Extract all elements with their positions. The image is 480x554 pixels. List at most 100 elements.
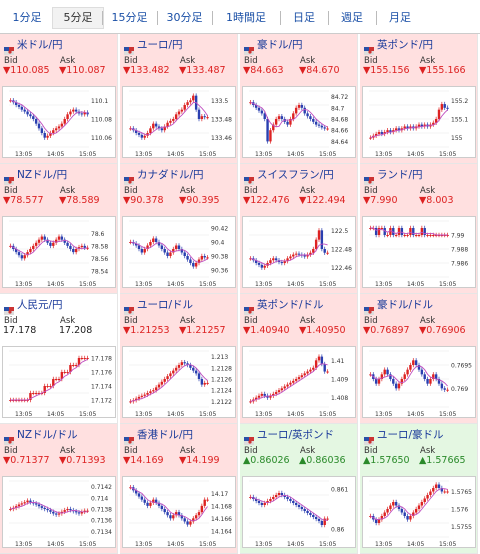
- tab-3[interactable]: 30分足: [166, 11, 203, 24]
- mini-chart[interactable]: 90.42 90.4 90.38 90.36 13:05 14:05 15:05: [122, 216, 236, 288]
- card-title[interactable]: 豪ドル/ドル: [364, 296, 434, 315]
- pair-name[interactable]: スイスフラン/円: [257, 168, 334, 181]
- mini-chart[interactable]: 110.1 110.08 110.06 13:05 14:05 15:05: [2, 86, 116, 158]
- mini-chart[interactable]: 14.17 14.168 14.166 14.164 13:05 14:05 15:05: [122, 476, 236, 548]
- pair-name[interactable]: ユーロ/英ポンド: [257, 428, 335, 441]
- card-title[interactable]: ユーロ/ドル: [124, 296, 194, 315]
- pair-name[interactable]: NZドル/ドル: [17, 428, 78, 441]
- mini-chart[interactable]: 155.2 155.1 155 13:05 14:05 15:05: [362, 86, 476, 158]
- bid-value: ▼122.476: [243, 195, 290, 206]
- pair-name[interactable]: 豪ドル/ドル: [377, 298, 434, 311]
- currency-card[interactable]: 豪ドル/ドル Bid Ask ▼0.76897 ▼0.76906 0.7695 0.769 1…: [360, 294, 478, 424]
- pair-name[interactable]: 香港ドル/円: [137, 428, 194, 441]
- mini-chart[interactable]: 17.178 17.176 17.174 17.172 13:05 14:05 15:05: [2, 346, 116, 418]
- candle-body: [69, 111, 72, 115]
- x-tick-label: 15:05: [319, 281, 336, 288]
- card-title[interactable]: 香港ドル/円: [124, 426, 194, 445]
- currency-card[interactable]: 豪ドル/円 Bid Ask ▼84.663 ▼84.670 84.72 84.7 84.68 8…: [240, 34, 358, 164]
- mini-chart[interactable]: 1.41 1.409 1.408 13:05 14:05 15:05: [242, 346, 356, 418]
- candle-body: [283, 495, 286, 497]
- card-title[interactable]: 英ポンド/ドル: [244, 296, 324, 315]
- currency-card[interactable]: ユーロ/豪ドル Bid Ask ▲1.57650 ▲1.57665 1.5765 1.576…: [360, 424, 478, 554]
- currency-card[interactable]: NZドル/円 Bid Ask ▼78.577 ▼78.589 78.6 78.58 78.56…: [0, 164, 118, 294]
- mini-chart[interactable]: 78.6 78.58 78.56 78.54 13:05 14:05 15:05: [2, 216, 116, 288]
- currency-card[interactable]: 人民元/円 Bid Ask 17.178 17.208 17.178 17.176 17.17…: [0, 294, 118, 424]
- candle-body: [80, 113, 84, 115]
- bid-label: Bid: [4, 56, 18, 66]
- candle-body: [192, 367, 195, 371]
- bid-label: Bid: [364, 56, 378, 66]
- card-title[interactable]: ランド/円: [364, 166, 423, 185]
- y-tick-label: 133.5: [211, 98, 228, 105]
- tab-2[interactable]: 15分足: [111, 11, 148, 24]
- currency-card[interactable]: ユーロ/ドル Bid Ask ▼1.21253 ▼1.21257 1.213 1.2128 1…: [120, 294, 238, 424]
- currency-card[interactable]: ユーロ/英ポンド Bid Ask ▲0.86026 ▲0.86036 0.861 0.86 1…: [240, 424, 358, 554]
- card-title[interactable]: スイスフラン/円: [244, 166, 334, 185]
- candle-body: [152, 390, 155, 392]
- mini-chart[interactable]: 122.5 122.48 122.46 13:05 14:05 15:05: [242, 216, 356, 288]
- card-title[interactable]: 英ポンド/円: [364, 36, 434, 55]
- candle-body: [409, 365, 412, 370]
- y-tick-label: 1.213: [211, 354, 228, 361]
- tab-0[interactable]: 1分足: [12, 11, 42, 24]
- candle-body: [400, 228, 404, 235]
- pair-name[interactable]: 豪ドル/円: [257, 38, 303, 51]
- candle-body: [26, 400, 29, 401]
- candle-body: [86, 247, 89, 249]
- card-title[interactable]: 米ドル/円: [4, 36, 63, 55]
- bid-label: Bid: [244, 56, 258, 66]
- mini-chart[interactable]: 7.99 7.988 7.986 13:05 14:05 15:05: [362, 216, 476, 288]
- card-title[interactable]: ユーロ/豪ドル: [364, 426, 444, 445]
- currency-card[interactable]: ランド/円 Bid Ask ▼7.990 ▼8.003 7.99 7.988 7.986 13:…: [360, 164, 478, 294]
- mini-chart[interactable]: 0.7142 0.714 0.7138 0.7136 0.7134 13:05 14:05 1…: [2, 476, 116, 548]
- card-title[interactable]: カナダドル/円: [124, 166, 204, 185]
- card-title[interactable]: 豪ドル/円: [244, 36, 303, 55]
- x-tick-label: 15:05: [79, 541, 96, 548]
- currency-card[interactable]: NZドル/ドル Bid Ask ▼0.71377 ▼0.71393 0.7142 0.714…: [0, 424, 118, 554]
- currency-card[interactable]: 英ポンド/ドル Bid Ask ▼1.40940 ▼1.40950 1.41 1.409 1.…: [240, 294, 358, 424]
- candle-body: [49, 133, 52, 136]
- tab-7[interactable]: 月足: [389, 11, 411, 24]
- candle-body: [414, 509, 418, 513]
- mini-chart[interactable]: 1.5765 1.576 1.5755 13:05 14:05 15:05: [362, 476, 476, 548]
- candle-body: [272, 124, 275, 131]
- tab-1[interactable]: 5分足: [52, 7, 104, 29]
- pair-name[interactable]: ユーロ/円: [137, 38, 183, 51]
- pair-name[interactable]: ユーロ/豪ドル: [377, 428, 444, 441]
- currency-card[interactable]: 香港ドル/円 Bid Ask ▼14.169 ▼14.199 14.17 14.168 14.…: [120, 424, 238, 554]
- candle-body: [174, 245, 178, 249]
- pair-name[interactable]: NZドル/円: [17, 168, 68, 181]
- mini-chart[interactable]: 0.7695 0.769 13:05 14:05 15:05: [362, 346, 476, 418]
- pair-name[interactable]: 英ポンド/ドル: [257, 298, 324, 311]
- card-title[interactable]: ユーロ/円: [124, 36, 183, 55]
- tab-5[interactable]: 日足: [293, 11, 315, 24]
- tab-4[interactable]: 1時間足: [226, 11, 266, 24]
- candle-body: [54, 513, 58, 515]
- mini-chart[interactable]: 0.861 0.86 13:05 14:05 15:05: [242, 476, 356, 548]
- currency-card[interactable]: カナダドル/円 Bid Ask ▼90.378 ▼90.395 90.42 90.4 90.3…: [120, 164, 238, 294]
- tab-6[interactable]: 週足: [341, 11, 363, 24]
- currency-card[interactable]: ユーロ/円 Bid Ask ▼133.482 ▼133.487 133.5 133.48 13…: [120, 34, 238, 164]
- candle-body: [43, 133, 46, 138]
- card-title[interactable]: NZドル/円: [4, 166, 68, 185]
- candle-body: [83, 358, 86, 359]
- pair-name[interactable]: 米ドル/円: [17, 38, 63, 51]
- pair-name[interactable]: カナダドル/円: [137, 168, 204, 181]
- mini-chart[interactable]: 133.5 133.48 133.46 13:05 14:05 15:05: [122, 86, 236, 158]
- card-title[interactable]: NZドル/ドル: [4, 426, 78, 445]
- currency-card[interactable]: スイスフラン/円 Bid Ask ▼122.476 ▼122.494 122.5 122.4…: [240, 164, 358, 294]
- moving-average-line: [130, 102, 208, 136]
- card-title[interactable]: ユーロ/英ポンド: [244, 426, 335, 445]
- currency-card[interactable]: 英ポンド/円 Bid Ask ▼155.156 ▼155.166 155.2 155.1 15…: [360, 34, 478, 164]
- mini-chart[interactable]: 84.72 84.7 84.68 84.66 84.64 13:05 14:05 15:05: [242, 86, 356, 158]
- pair-name[interactable]: ランド/円: [377, 168, 423, 181]
- pair-name[interactable]: ユーロ/ドル: [137, 298, 194, 311]
- card-title[interactable]: 人民元/円: [4, 296, 63, 315]
- candle-body: [57, 513, 61, 515]
- mini-chart[interactable]: 1.213 1.2128 1.2126 1.2124 1.2122 13:05 14:05 1…: [122, 346, 236, 418]
- x-tick-label: 13:05: [255, 541, 272, 548]
- pair-name[interactable]: 人民元/円: [17, 298, 63, 311]
- pair-name[interactable]: 英ポンド/円: [377, 38, 434, 51]
- candle-body: [263, 503, 266, 505]
- currency-card[interactable]: 米ドル/円 Bid Ask ▼110.085 ▼110.087 110.1 110.08 11…: [0, 34, 118, 164]
